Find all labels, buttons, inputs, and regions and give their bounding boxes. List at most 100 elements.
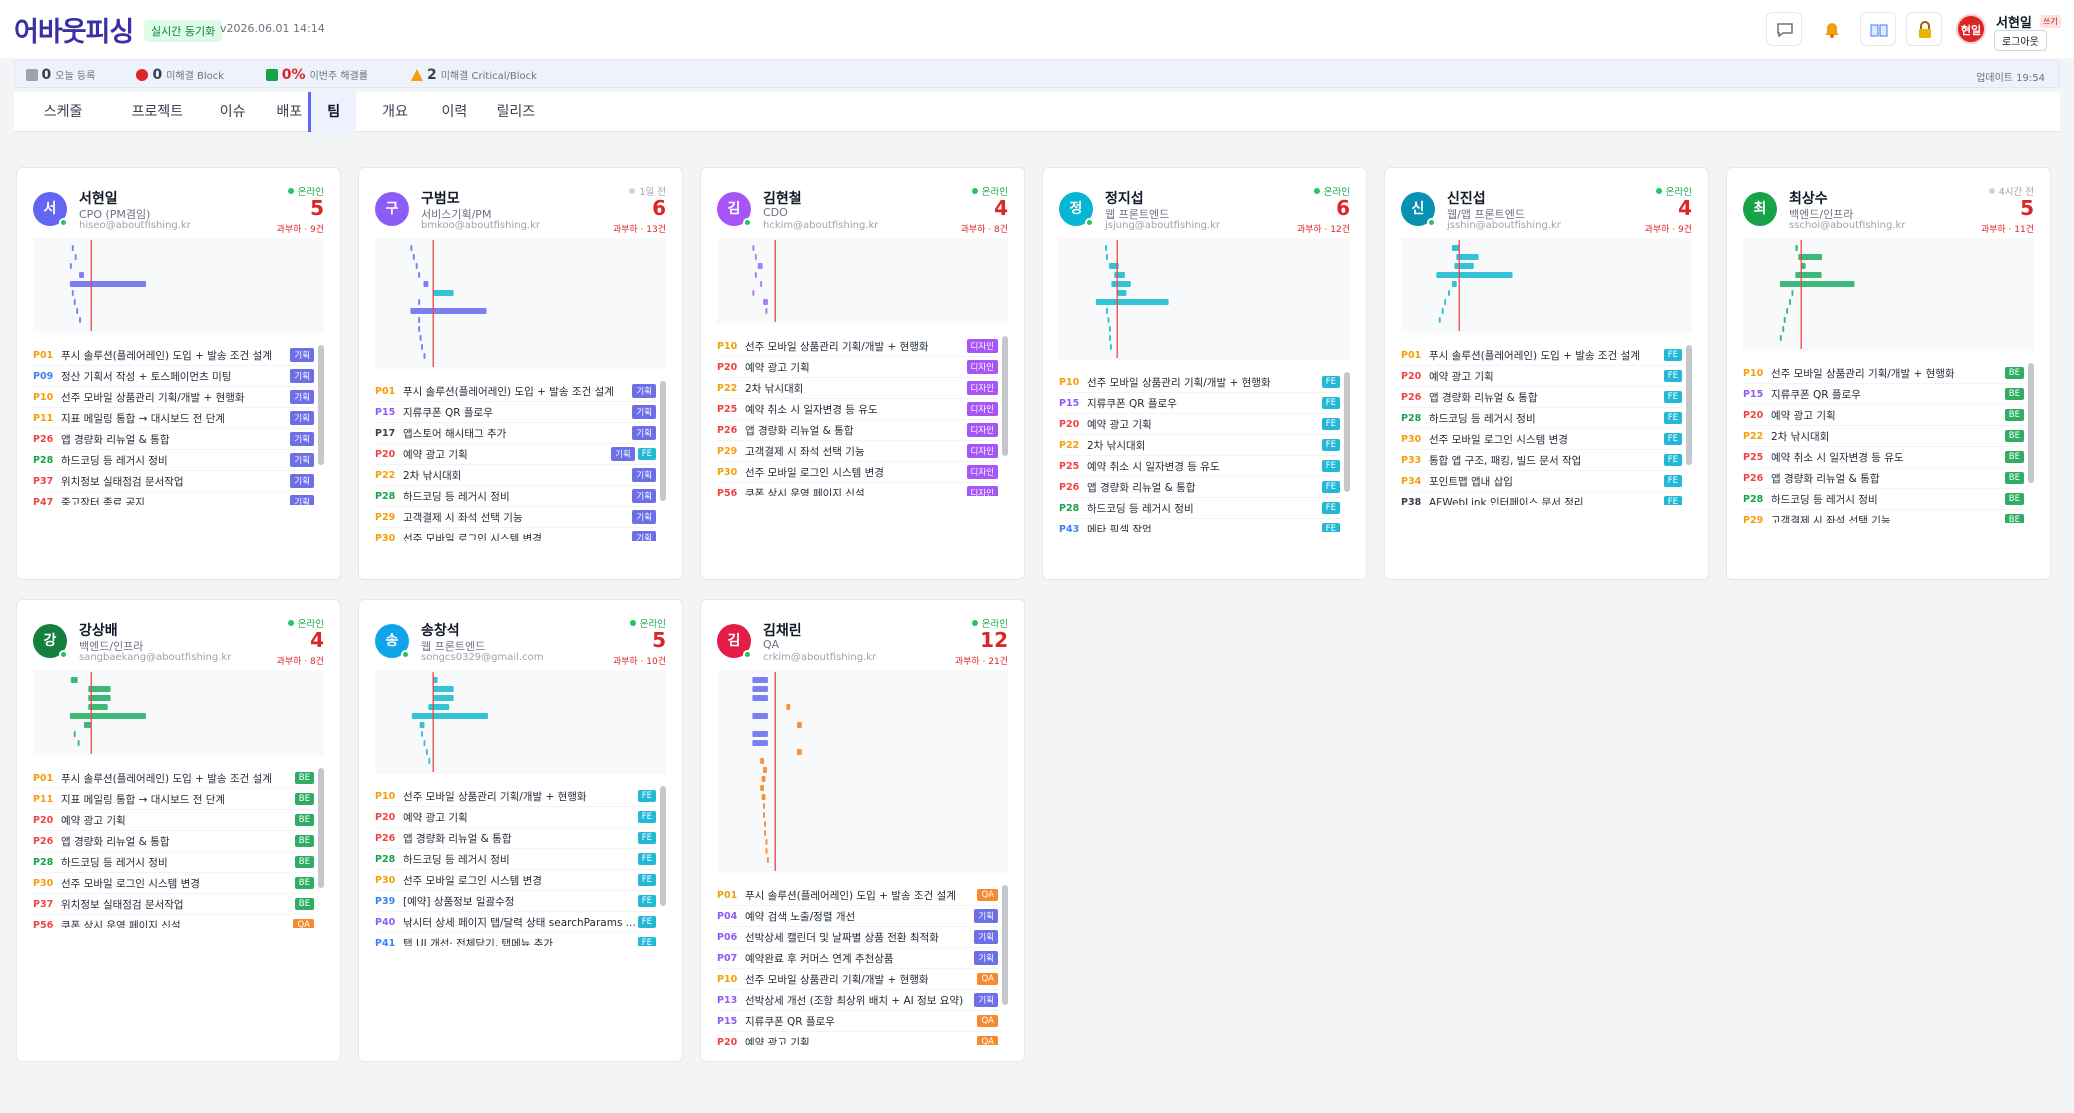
task-row[interactable]: P56 쿠폰 상시 운영 페이지 신설 디자인 [717, 483, 998, 496]
task-row[interactable]: P26 앱 경량화 리뉴얼 & 통합 BE [33, 831, 314, 852]
task-row[interactable]: P10 선주 모바일 상품관리 기획/개발 + 현행화 BE [1743, 363, 2024, 384]
tab[interactable]: 팀 [308, 92, 357, 132]
task-row[interactable]: P29 고객결제 시 좌석 선택 기능 기획 [375, 507, 656, 528]
task-row[interactable]: P26 앱 경량화 리뉴얼 & 통합 디자인 [717, 420, 998, 441]
task-row[interactable]: P26 앱 경량화 리뉴얼 & 통합 기획 [33, 429, 314, 450]
task-row[interactable]: P26 앱 경량화 리뉴얼 & 통합 FE [1059, 477, 1340, 498]
task-row[interactable]: P07 예약완료 후 커머스 연계 추천상품 기획 [717, 948, 998, 969]
task-row[interactable]: P01 푸시 솔루션(플레어레인) 도입 + 발송 조건 설계 기획 [33, 345, 314, 366]
task-row[interactable]: P37 위치정보 실태점검 문서작업 BE [33, 894, 314, 915]
task-row[interactable]: P10 선주 모바일 상품관리 기획/개발 + 현행화 FE [1059, 372, 1340, 393]
task-row[interactable]: P20 예약 광고 기획 QA [717, 1032, 998, 1045]
task-row[interactable]: P10 선주 모바일 상품관리 기획/개발 + 현행화 QA [717, 969, 998, 990]
task-row[interactable]: P28 하드코딩 등 레거시 정비 FE [375, 849, 656, 870]
task-row[interactable]: P30 선주 모바일 로그인 시스템 변경 기획 [375, 528, 656, 541]
task-row[interactable]: P09 정산 기획서 작성 + 토스페이먼츠 미팅 기획 [33, 366, 314, 387]
member-card[interactable]: 신 신진섭 웹/앱 프론트엔드 jsshin@aboutfishing.kr 온라인 4 과… [1384, 167, 1709, 580]
timeline-chart [33, 670, 324, 756]
task-row[interactable]: P04 예약 검색 노출/정렬 개선 기획 [717, 906, 998, 927]
member-card[interactable]: 서 서현일 CPO (PM겸임) hiseo@aboutfishing.kr 온라인 5 과… [16, 167, 341, 580]
logo[interactable]: 어바웃피싱 [14, 17, 134, 48]
task-row[interactable]: P01 푸시 솔루션(플레어레인) 도입 + 발송 조건 설계 QA [717, 885, 998, 906]
task-row[interactable]: P47 중고장터 종료 공지 기획 [33, 492, 314, 505]
member-card[interactable]: 구 구범모 서비스기획/PM bmkoo@aboutfishing.kr 1일 전 6 과부… [358, 167, 683, 580]
tab[interactable]: 개요 [382, 104, 408, 120]
task-title: 푸시 솔루션(플레어레인) 도입 + 발송 조건 설계 [61, 772, 272, 785]
task-row[interactable]: P15 지류쿠폰 QR 플로우 기획 [375, 402, 656, 423]
task-row[interactable]: P29 고객결제 시 좌석 선택 기능 BE [1743, 510, 2024, 523]
task-row[interactable]: P20 예약 광고 기획 FE [1401, 366, 1682, 387]
task-row[interactable]: P30 선주 모바일 로그인 시스템 변경 디자인 [717, 462, 998, 483]
task-row[interactable]: P38 AFWebLink 인터페이스 문서 정리 FE [1401, 492, 1682, 505]
task-row[interactable]: P41 탭 UI 개선· 전체닫기, 탭메뉴 추가 FE [375, 933, 656, 946]
task-row[interactable]: P22 2차 낚시대회 디자인 [717, 378, 998, 399]
tab[interactable]: 프로젝트 [131, 104, 184, 120]
task-row[interactable]: P20 예약 광고 기획 FE [375, 807, 656, 828]
task-row[interactable]: P01 푸시 솔루션(플레어레인) 도입 + 발송 조건 설계 기획 [375, 381, 656, 402]
task-row[interactable]: P26 앱 경량화 리뉴얼 & 통합 BE [1743, 468, 2024, 489]
task-row[interactable]: P11 지표 메일링 통합 → 대시보드 전 단계 기획 [33, 408, 314, 429]
task-row[interactable]: P34 포인트맵 앱내 삽입 FE [1401, 471, 1682, 492]
tab[interactable]: 이슈 [219, 104, 246, 120]
lock-button[interactable] [1906, 12, 1942, 46]
task-row[interactable]: P26 앱 경량화 리뉴얼 & 통합 FE [1401, 387, 1682, 408]
member-card[interactable]: 정 정지섭 웹 프론트엔드 jsjung@aboutfishing.kr 온라인 6 과부하… [1042, 167, 1367, 580]
task-row[interactable]: P40 낚시터 상세 페이지 탭/달력 상태 searchParams ... FE [375, 912, 656, 933]
task-row[interactable]: P30 선주 모바일 로그인 시스템 변경 FE [375, 870, 656, 891]
docs-button[interactable] [1860, 12, 1896, 46]
task-row[interactable]: P15 지류쿠폰 QR 플로우 BE [1743, 384, 2024, 405]
task-row[interactable]: P30 선주 모바일 로그인 시스템 변경 FE [1401, 429, 1682, 450]
task-row[interactable]: P30 선주 모바일 로그인 시스템 변경 BE [33, 873, 314, 894]
task-row[interactable]: P22 2차 낚시대회 기획 [375, 465, 656, 486]
task-row[interactable]: P26 앱 경량화 리뉴얼 & 통합 FE [375, 828, 656, 849]
member-card[interactable]: 김 김현철 CDO hckim@aboutfishing.kr 온라인 4 과부하 · 8건… [700, 167, 1025, 580]
bell-button[interactable] [1814, 12, 1850, 46]
task-row[interactable]: P13 선박상세 개선 (조항 최상위 배치 + AI 정보 요약) 기획 [717, 990, 998, 1011]
user-avatar[interactable]: 현일 [1956, 14, 1986, 44]
task-row[interactable]: P28 하드코딩 등 레거시 정비 FE [1059, 498, 1340, 519]
task-row[interactable]: P25 예약 취소 시 일자변경 등 유도 디자인 [717, 399, 998, 420]
member-card[interactable]: 강 강상배 백엔드/인프라 sangbaekang@aboutfishing.kr 온라… [16, 599, 341, 1062]
task-row[interactable]: P28 하드코딩 등 레거시 정비 BE [33, 852, 314, 873]
task-row[interactable]: P28 하드코딩 등 레거시 정비 기획 [375, 486, 656, 507]
task-row[interactable]: P20 예약 광고 기획 BE [33, 810, 314, 831]
logout-button[interactable]: 로그아웃 [1994, 30, 2047, 51]
task-row[interactable]: P37 위치정보 실태점검 문서작업 기획 [33, 471, 314, 492]
tab[interactable]: 이력 [441, 104, 468, 120]
task-row[interactable]: P06 선박상세 캘린더 및 날짜별 상품 전환 최적화 기획 [717, 927, 998, 948]
task-row[interactable]: P20 예약 광고 기획 디자인 [717, 357, 998, 378]
task-row[interactable]: P15 지류쿠폰 QR 플로우 QA [717, 1011, 998, 1032]
task-title: 지표 메일링 통합 → 대시보드 전 단계 [61, 412, 226, 425]
task-row[interactable]: P56 쿠폰 상시 운영 페이지 신설 QA [33, 915, 314, 928]
tab[interactable]: 스케줄 [43, 104, 83, 120]
task-row[interactable]: P01 푸시 솔루션(플레어레인) 도입 + 발송 조건 설계 BE [33, 768, 314, 789]
member-card[interactable]: 송 송창석 웹 프론트엔드 songcs0329@gmail.com 온라인 5 과부하 ·… [358, 599, 683, 1062]
task-row[interactable]: P22 2차 낚시대회 BE [1743, 426, 2024, 447]
task-row[interactable]: P22 2차 낚시대회 FE [1059, 435, 1340, 456]
task-row[interactable]: P20 예약 광고 기획 FE [1059, 414, 1340, 435]
task-row[interactable]: P28 하드코딩 등 레거시 정비 FE [1401, 408, 1682, 429]
task-row[interactable]: P25 예약 취소 시 일자변경 등 유도 BE [1743, 447, 2024, 468]
tab[interactable]: 배포 [276, 104, 303, 120]
task-row[interactable]: P17 앱스토어 해시태그 추가 기획 [375, 423, 656, 444]
task-row[interactable]: P25 예약 취소 시 일자변경 등 유도 FE [1059, 456, 1340, 477]
tab[interactable]: 릴리즈 [496, 104, 536, 120]
task-row[interactable]: P43 메타 픽셀 작업 FE [1059, 519, 1340, 532]
task-row[interactable]: P10 선주 모바일 상품관리 기획/개발 + 현행화 기획 [33, 387, 314, 408]
task-row[interactable]: P11 지표 메일링 통합 → 대시보드 전 단계 BE [33, 789, 314, 810]
task-row[interactable]: P39 [예약] 상품정보 일괄수정 FE [375, 891, 656, 912]
member-card[interactable]: 김 김채린 QA crkim@aboutfishing.kr 온라인 12 과부하 · 21… [700, 599, 1025, 1062]
task-row[interactable]: P33 통합 앱 구조, 패킹, 빌드 문서 작업 FE [1401, 450, 1682, 471]
task-row[interactable]: P20 예약 광고 기획 기획 FE [375, 444, 656, 465]
chat-button[interactable] [1766, 12, 1802, 46]
task-row[interactable]: P01 푸시 솔루션(플레어레인) 도입 + 발송 조건 설계 FE [1401, 345, 1682, 366]
task-row[interactable]: P10 선주 모바일 상품관리 기획/개발 + 현행화 FE [375, 786, 656, 807]
timeline-bar [1798, 254, 1823, 260]
task-row[interactable]: P15 지류쿠폰 QR 플로우 FE [1059, 393, 1340, 414]
task-row[interactable]: P28 하드코딩 등 레거시 정비 기획 [33, 450, 314, 471]
task-row[interactable]: P10 선주 모바일 상품관리 기획/개발 + 현행화 디자인 [717, 336, 998, 357]
task-row[interactable]: P29 고객결제 시 좌석 선택 기능 디자인 [717, 441, 998, 462]
task-row[interactable]: P20 예약 광고 기획 BE [1743, 405, 2024, 426]
task-row[interactable]: P28 하드코딩 등 레거시 정비 BE [1743, 489, 2024, 510]
